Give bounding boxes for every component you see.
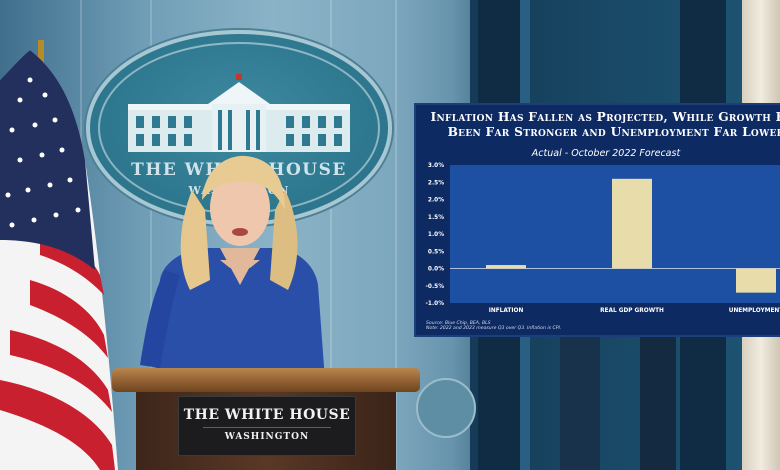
- slide-title: Inflation Has Fallen as Projected, While…: [426, 110, 780, 140]
- slide-title-line2: Been Far Stronger and Unemployment Far L…: [447, 125, 780, 139]
- american-flag: [0, 40, 118, 470]
- bar-chart: 3.0% 2.5% 2.0% 1.5% 1.0% 0.5% 0.0% -0.5% -1.0% IN…: [426, 163, 780, 314]
- bar: [486, 265, 526, 269]
- presentation-screen: Inflation Has Fallen as Projected, While…: [414, 103, 780, 337]
- podium-top: [112, 368, 420, 392]
- slide-source: Source: Blue Chip, BEA, BLS: [426, 321, 491, 326]
- slide-notes: Source: Blue Chip, BEA, BLS Note: 2022 a…: [426, 321, 561, 332]
- y-tick-label: 1.5%: [428, 215, 444, 221]
- stand-post: [560, 330, 600, 470]
- podium-title: THE WHITE HOUSE: [183, 407, 351, 423]
- y-tick-label: 1.0%: [428, 232, 444, 238]
- slide-subtitle: Actual - October 2022 Forecast: [531, 148, 681, 159]
- x-tick-label: INFLATION: [489, 308, 524, 314]
- plaque-divider: [203, 427, 331, 428]
- stand-post: [640, 330, 676, 470]
- wall-panel-line: [330, 0, 332, 470]
- y-tick-label: 3.0%: [428, 163, 444, 169]
- y-tick-label: 0.5%: [428, 249, 444, 255]
- y-tick-label: -1.0%: [426, 301, 445, 307]
- bar: [612, 178, 652, 269]
- slide-title-line1: Inflation Has Fallen as Projected, While…: [430, 110, 780, 124]
- y-tick-label: 0.0%: [428, 267, 444, 273]
- small-wall-seal: [416, 378, 476, 438]
- podium: THE WHITE HOUSE WASHINGTON: [112, 368, 422, 470]
- x-tick-label: REAL GDP GROWTH: [600, 308, 664, 314]
- y-tick-label: 2.5%: [428, 180, 444, 186]
- bar: [736, 268, 776, 293]
- wall-panel-line: [395, 0, 397, 470]
- podium-subtitle: WASHINGTON: [224, 432, 310, 442]
- white-house-building-icon: [128, 74, 350, 152]
- slide-note: Note: 2022 and 2023 measure Q3 over Q3. …: [426, 326, 562, 332]
- podium-plaque: THE WHITE HOUSE WASHINGTON: [178, 396, 356, 456]
- y-tick-label: 2.0%: [428, 198, 444, 204]
- y-tick-label: -0.5%: [426, 284, 445, 290]
- wall-panel-line: [150, 0, 152, 470]
- speaker-person: [140, 155, 325, 380]
- x-tick-label: UNEMPLOYMENT: [729, 308, 780, 314]
